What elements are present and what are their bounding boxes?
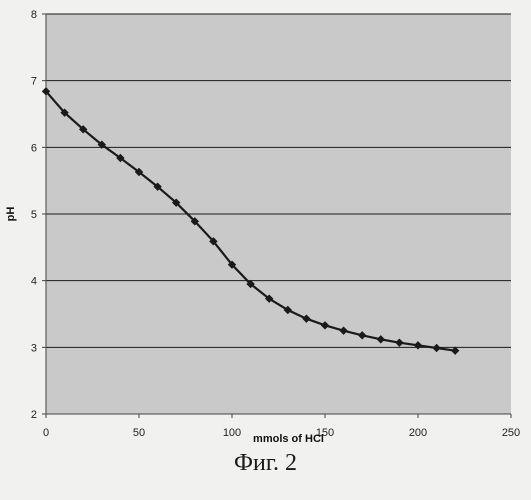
y-tick-label: 7	[31, 76, 37, 88]
y-tick-label: 2	[31, 409, 37, 421]
figure-caption: Фиг. 2	[0, 450, 531, 477]
y-tick-label: 8	[31, 9, 37, 21]
x-tick-label: 200	[409, 427, 427, 439]
x-tick-label: 250	[502, 427, 520, 439]
x-axis-label: mmols of HCl	[253, 433, 324, 445]
x-tick-label: 100	[223, 427, 241, 439]
y-tick-labels: 2 3 4 5 6 7 8	[31, 9, 46, 421]
y-tick-label: 3	[31, 342, 37, 354]
y-tick-label: 6	[31, 142, 37, 154]
y-tick-label: 4	[31, 276, 37, 288]
x-tick-label: 0	[43, 427, 49, 439]
y-tick-label: 5	[31, 209, 37, 221]
x-tick-label: 50	[133, 427, 145, 439]
y-axis-label: pH	[5, 207, 17, 222]
ph-titration-chart: 2345678 050100150200250 mmols of HCl pH	[0, 0, 531, 450]
